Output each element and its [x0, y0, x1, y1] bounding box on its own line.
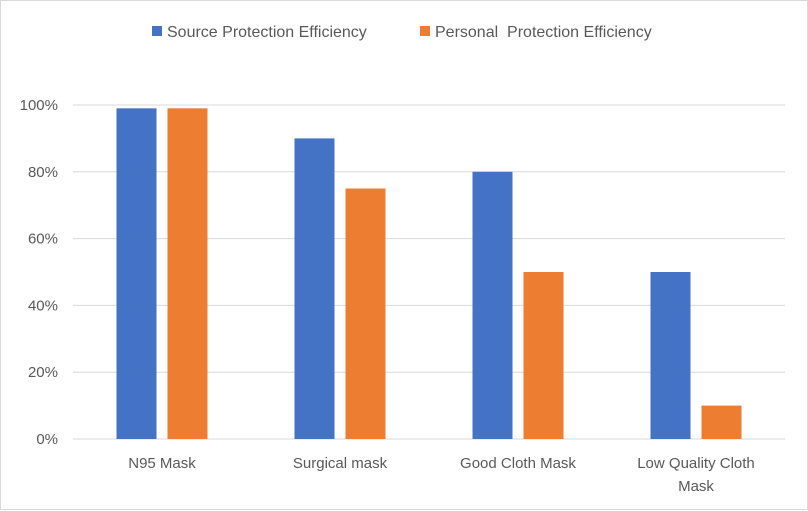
- x-category-label: Good Cloth Mask: [460, 455, 576, 472]
- y-tick-label: 20%: [28, 364, 58, 381]
- bars: [116, 108, 742, 440]
- x-category-label: Low Quality Cloth: [637, 455, 755, 472]
- legend-swatch: [420, 26, 430, 36]
- bar-personal-1: [345, 188, 386, 439]
- bar-source-3: [650, 272, 691, 439]
- legend-label: Personal Protection Efficiency: [435, 24, 652, 41]
- x-axis-category-labels: N95 Mask Surgical mask Good Cloth Mask Low …: [128, 455, 755, 495]
- y-tick-label: 60%: [28, 231, 58, 248]
- bar-personal-0: [167, 108, 208, 439]
- bar-personal-2: [523, 272, 564, 439]
- bar-personal-3: [701, 405, 742, 439]
- x-category-label: Mask: [678, 478, 714, 495]
- y-tick-label: 0%: [36, 431, 58, 448]
- legend-label: Source Protection Efficiency: [167, 24, 367, 41]
- legend-swatch: [152, 26, 162, 36]
- x-category-label: Surgical mask: [293, 455, 388, 472]
- y-tick-label: 100%: [20, 97, 58, 114]
- bar-source-2: [472, 171, 513, 440]
- bar-source-1: [294, 138, 335, 439]
- legend: Source Protection Efficiency Personal Pro…: [152, 24, 652, 41]
- x-category-label: N95 Mask: [128, 455, 196, 472]
- y-axis-tick-labels: 0% 20% 40% 60% 80% 100%: [20, 97, 58, 448]
- y-tick-label: 40%: [28, 297, 58, 314]
- bar-source-0: [116, 108, 157, 439]
- y-tick-label: 80%: [28, 164, 58, 181]
